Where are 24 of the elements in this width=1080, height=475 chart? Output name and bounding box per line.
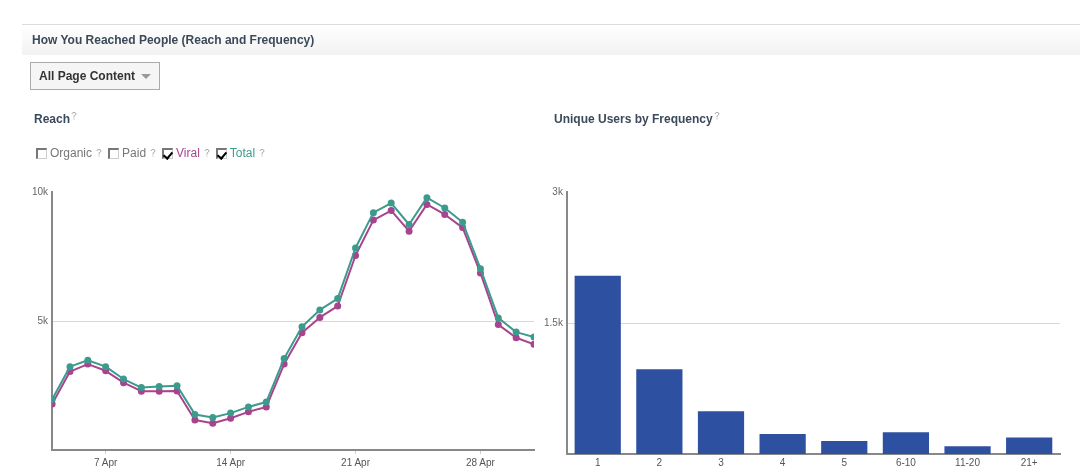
text: Viral [176,146,200,160]
chart-title: Reach [34,112,72,126]
text: How You Reached People (Reach and Frequency) [32,33,315,47]
y-tick-label: 10k [32,185,50,197]
x-tick-label: 21 Apr [341,456,371,468]
x-tick-label: 11-20 [955,456,981,468]
x-tick-label: 4 [779,456,786,468]
x-tick-label: 14 Apr [216,456,246,468]
chart-title: Unique Users by Frequency [554,112,714,126]
y-tick-label: 5k [37,314,50,326]
x-tick-label: 5 [841,456,848,468]
legend-label: Organic [50,146,93,160]
x-tick-label: 7 Apr [93,456,118,468]
y-tick-label: 3k [552,185,564,197]
text: All Page Content [39,68,136,85]
legend-label: Paid [122,146,147,160]
x-tick-label: 3 [718,456,725,468]
x-tick-label: 28 Apr [466,456,496,468]
x-tick-label: 21+ [1020,456,1038,468]
x-tick-label: 1 [594,456,601,468]
x-tick-label: 6-10 [895,456,917,468]
y-tick-label: 1.5k [544,316,564,328]
text: Total [229,146,256,160]
x-tick-label: 2 [656,456,663,468]
